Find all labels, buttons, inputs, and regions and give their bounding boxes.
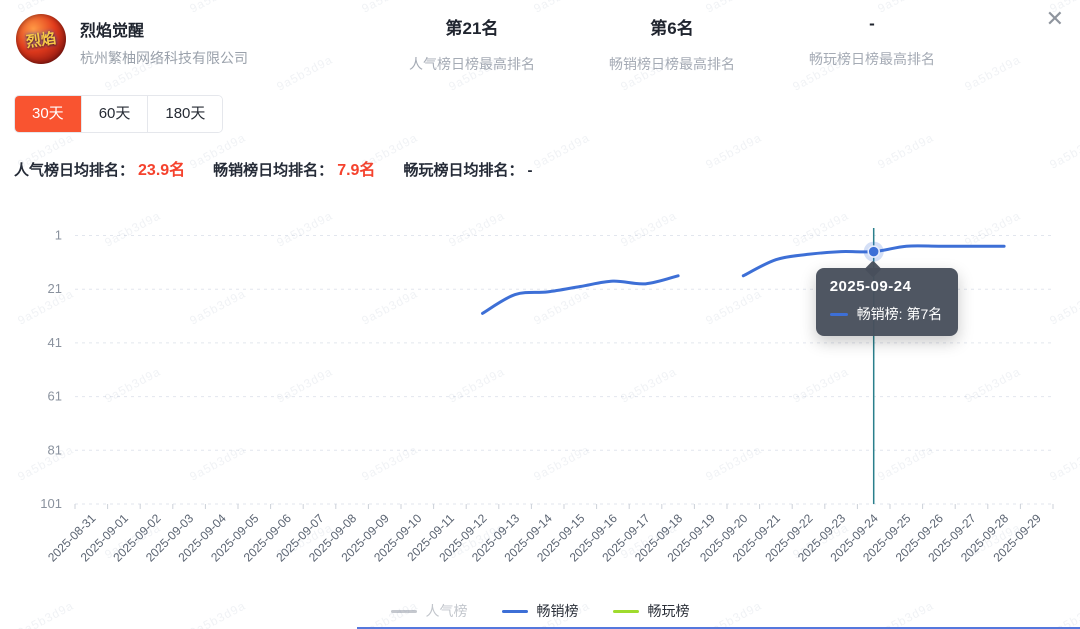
svg-text:21: 21	[48, 281, 62, 296]
tab-180d[interactable]: 180天	[147, 96, 223, 132]
close-icon[interactable]: ✕	[1042, 4, 1068, 34]
background-artifact-strip	[357, 627, 1080, 629]
stat-sales-best: 第6名 畅销榜日榜最高排名	[562, 14, 782, 74]
legend-label: 畅销榜	[536, 603, 579, 619]
rank-chart[interactable]: 1214161811012025-08-312025-09-012025-09-…	[0, 195, 1080, 595]
legend-line-icon	[501, 609, 528, 613]
daily-avg-play: 畅玩榜日均排名： -	[403, 159, 532, 180]
legend-label: 畅玩榜	[647, 603, 690, 619]
tab-60d[interactable]: 60天	[80, 96, 148, 132]
legend-item-sales[interactable]: 畅销榜	[501, 601, 579, 621]
daily-avg-value: -	[527, 162, 533, 179]
legend-item-play[interactable]: 畅玩榜	[612, 601, 690, 621]
stat-value: 第21名	[445, 19, 499, 38]
stat-label: 畅销榜日榜最高排名	[609, 56, 735, 72]
svg-text:1: 1	[55, 228, 62, 243]
daily-avg-popularity: 人气榜日均排名： 23.9名	[14, 156, 185, 180]
daily-avg-label: 畅销榜日均排名：	[213, 162, 334, 179]
daily-avg-label: 畅玩榜日均排名：	[403, 162, 524, 179]
stat-value: -	[869, 14, 875, 33]
tab-30d[interactable]: 30天	[15, 96, 81, 132]
company-name: 杭州繁柚网络科技有限公司	[80, 50, 248, 66]
stat-play-best: - 畅玩榜日榜最高排名	[762, 14, 982, 69]
game-title: 烈焰觉醒	[80, 23, 145, 40]
daily-avg-sales: 畅销榜日均排名： 7.9名	[213, 156, 375, 180]
time-range-tabs: 30天 60天 180天	[14, 95, 224, 133]
daily-avg-value: 7.9名	[337, 162, 376, 179]
svg-text:81: 81	[48, 442, 62, 457]
svg-text:101: 101	[40, 496, 62, 511]
daily-average-row: 人气榜日均排名： 23.9名 畅销榜日均排名： 7.9名 畅玩榜日均排名： -	[14, 156, 532, 180]
svg-text:61: 61	[48, 389, 62, 404]
legend-line-icon	[612, 609, 639, 613]
chart-tooltip: 2025-09-24 畅销榜: 第7名	[815, 260, 959, 336]
legend-item-popularity[interactable]: 人气榜	[390, 601, 468, 621]
chart-legend: 人气榜 畅销榜 畅玩榜	[0, 601, 1080, 621]
stat-value: 第6名	[650, 19, 694, 38]
legend-label: 人气榜	[425, 603, 468, 619]
svg-text:41: 41	[48, 335, 62, 350]
daily-avg-label: 人气榜日均排名：	[14, 162, 135, 179]
tooltip-series-line-icon	[829, 312, 848, 316]
stat-popularity-best: 第21名 人气榜日榜最高排名	[362, 14, 582, 74]
game-icon: 烈焰	[16, 14, 66, 64]
tooltip-series-entry: 畅销榜: 第7名	[856, 306, 943, 322]
game-icon-text: 烈焰	[25, 29, 58, 51]
legend-line-icon	[390, 609, 417, 613]
stat-label: 人气榜日榜最高排名	[409, 56, 535, 72]
stat-label: 畅玩榜日榜最高排名	[809, 51, 935, 67]
tooltip-date: 2025-09-24	[829, 278, 912, 295]
daily-avg-value: 23.9名	[138, 162, 186, 179]
game-info: 烈焰 烈焰觉醒 杭州繁柚网络科技有限公司	[16, 14, 248, 68]
